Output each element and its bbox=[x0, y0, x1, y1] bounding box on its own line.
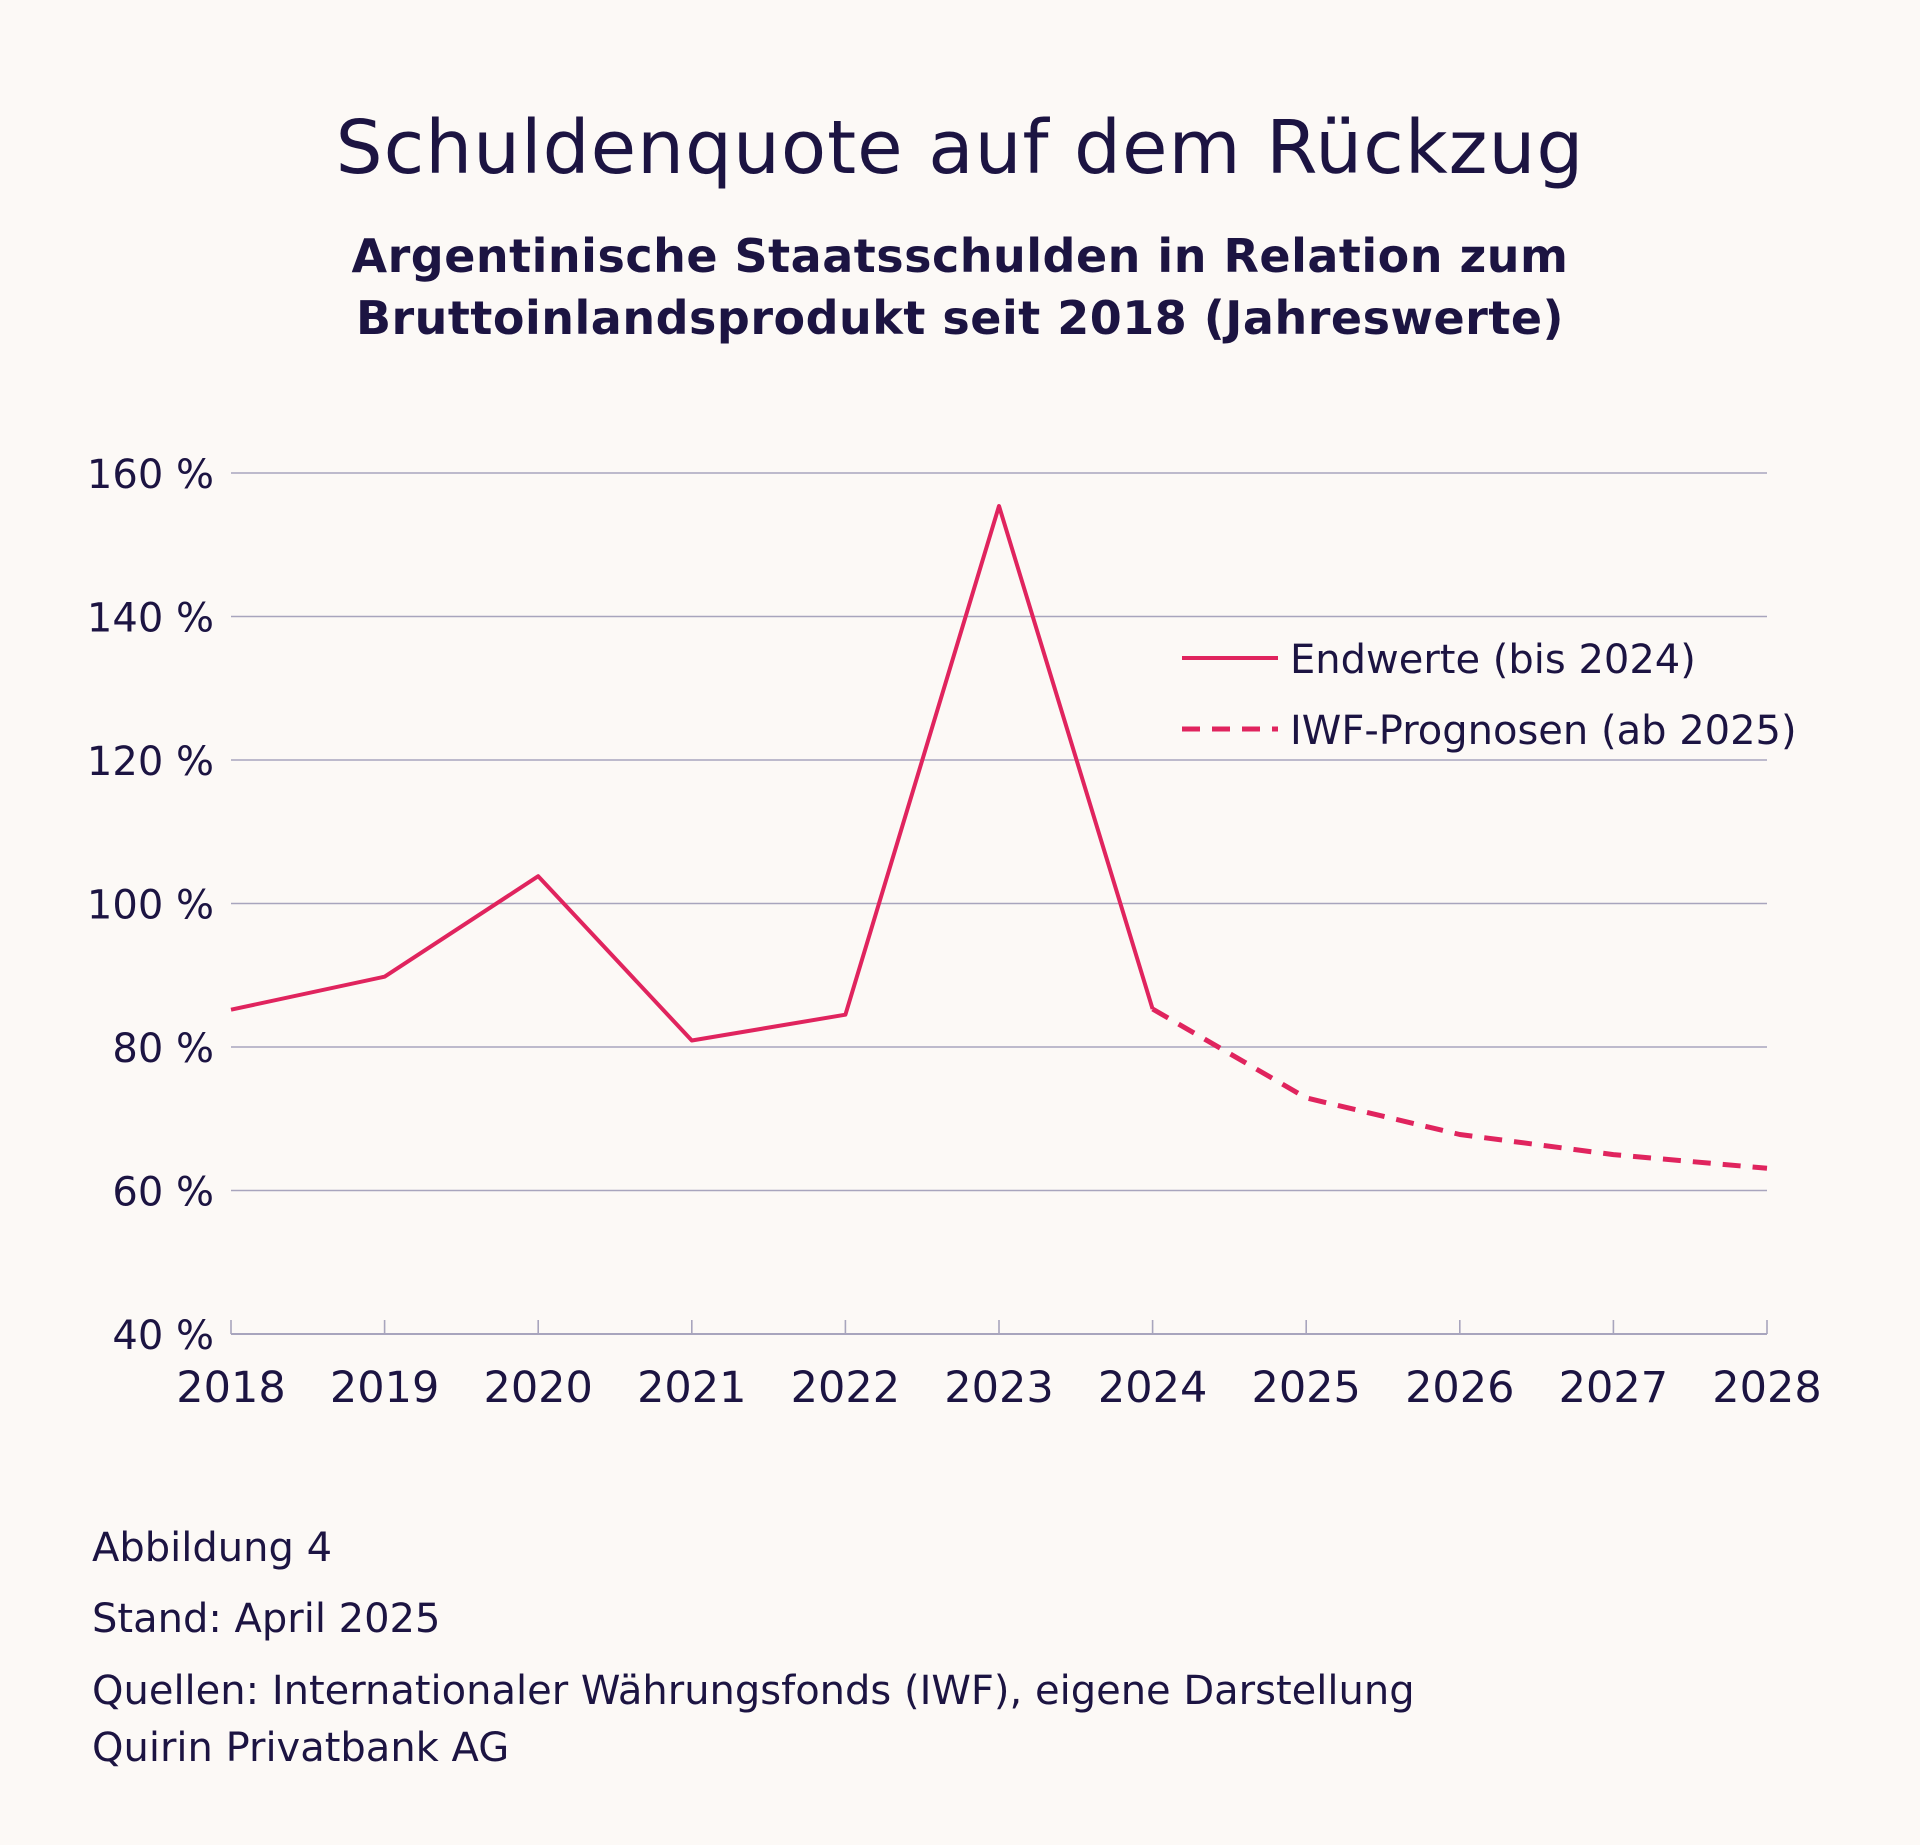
x-tick-label: 2020 bbox=[483, 1363, 592, 1413]
y-tick-label: 40 % bbox=[112, 1313, 214, 1359]
x-tick-label: 2023 bbox=[944, 1363, 1053, 1413]
x-tick-label: 2026 bbox=[1405, 1363, 1514, 1413]
subtitle-line-1: Argentinische Staatsschulden in Relation… bbox=[351, 229, 1569, 283]
x-tick-label: 2022 bbox=[791, 1363, 900, 1413]
x-tick-label: 2021 bbox=[637, 1363, 746, 1413]
source-line-2: Quirin Privatbank AG bbox=[92, 1725, 510, 1771]
x-tick-label: 2024 bbox=[1098, 1363, 1207, 1413]
y-tick-label: 100 % bbox=[87, 883, 214, 929]
y-tick-label: 160 % bbox=[87, 452, 214, 498]
legend: Endwerte (bis 2024) IWF-Prognosen (ab 202… bbox=[1182, 637, 1797, 754]
subtitle-line-2: Bruttoinlandsprodukt seit 2018 (Jahreswe… bbox=[355, 291, 1565, 345]
forecast-series-line bbox=[1151, 1006, 1768, 1171]
figure-label: Abbildung 4 bbox=[92, 1525, 333, 1571]
actual-series-line bbox=[230, 504, 1155, 1043]
chart-title: Schuldenquote auf dem Rückzug bbox=[335, 105, 1585, 191]
x-tick-label: 2028 bbox=[1712, 1363, 1821, 1413]
legend-label: IWF-Prognosen (ab 2025) bbox=[1290, 708, 1797, 754]
x-tick-label: 2019 bbox=[330, 1363, 439, 1413]
legend-label: Endwerte (bis 2024) bbox=[1290, 637, 1696, 683]
x-tick-label: 2027 bbox=[1559, 1363, 1668, 1413]
x-tick-label: 2018 bbox=[176, 1363, 285, 1413]
x-tick-label: 2025 bbox=[1251, 1363, 1360, 1413]
y-tick-label: 120 % bbox=[87, 739, 214, 785]
chart-subtitle: Argentinische Staatsschulden in Relation… bbox=[0, 225, 1920, 349]
source-line-1: Quellen: Internationaler Währungsfonds (… bbox=[92, 1668, 1415, 1714]
y-tick-label: 80 % bbox=[112, 1026, 214, 1072]
y-tick-label: 60 % bbox=[112, 1170, 214, 1216]
y-tick-label: 140 % bbox=[87, 596, 214, 642]
date-note: Stand: April 2025 bbox=[92, 1596, 441, 1642]
